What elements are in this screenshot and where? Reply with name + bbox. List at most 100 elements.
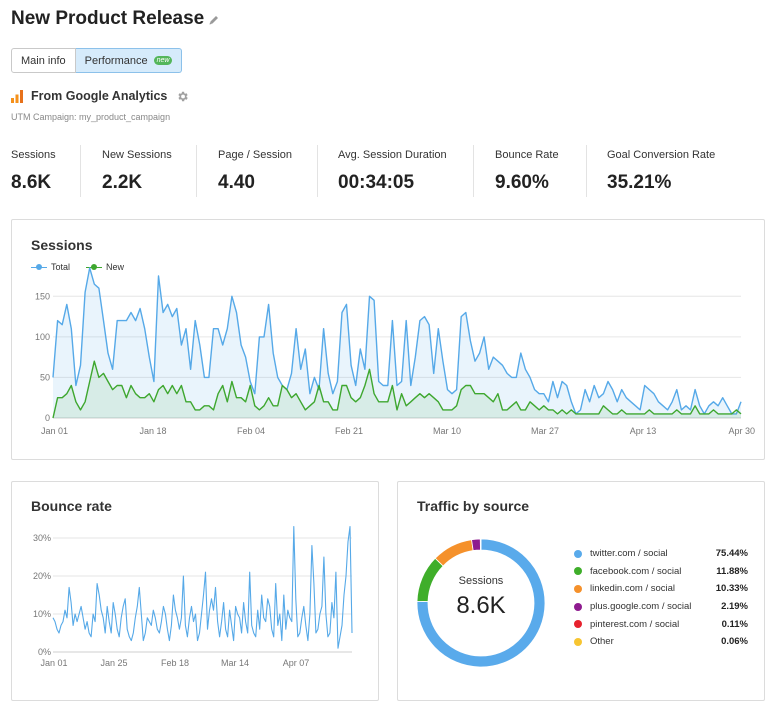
utm-campaign: UTM Campaign: my_product_campaign — [11, 112, 171, 122]
source-dot-icon — [574, 637, 582, 646]
x-tick-label: Jan 01 — [40, 658, 67, 668]
metric-label: Bounce Rate — [495, 149, 559, 161]
tab-bar: Main info Performance new — [11, 48, 183, 73]
source-name: facebook.com / social — [590, 565, 682, 577]
metric-value: 9.60% — [495, 172, 549, 193]
x-tick-label: Mar 27 — [531, 426, 559, 436]
y-tick-label: 0 — [45, 413, 50, 423]
series-line-total — [52, 267, 742, 415]
tab-performance[interactable]: Performance new — [75, 48, 183, 73]
metric-label: Goal Conversion Rate — [607, 149, 716, 161]
metric-value: 4.40 — [218, 172, 255, 193]
source-name: plus.google.com / social — [590, 601, 692, 613]
metric-sessions: Sessions 8.6K — [0, 140, 56, 202]
metric-value: 00:34:05 — [338, 172, 415, 193]
y-tick-label: 0% — [38, 647, 51, 657]
y-tick-label: 100 — [35, 332, 50, 342]
y-tick-label: 150 — [35, 291, 50, 301]
source-row[interactable]: pinterest.com / social 0.11% — [574, 615, 748, 633]
source-pct: 11.88% — [716, 565, 748, 577]
bounce-chart-title: Bounce rate — [31, 498, 112, 514]
x-tick-label: Jan 18 — [139, 426, 166, 436]
new-badge: new — [153, 56, 173, 65]
donut-slice — [434, 539, 474, 567]
sessions-legend: Total New — [31, 262, 124, 272]
metric-bounce-rate: Bounce Rate 9.60% — [484, 140, 559, 202]
bounce-card — [11, 481, 379, 701]
google-analytics-icon — [11, 89, 23, 103]
x-tick-label: Mar 14 — [221, 658, 249, 668]
sessions-chart-title: Sessions — [31, 237, 93, 253]
metric-avg-session-duration: Avg. Session Duration 00:34:05 — [327, 140, 447, 202]
source-pct: 10.33% — [715, 583, 748, 595]
legend-label: Total — [51, 262, 71, 272]
legend-label: New — [106, 262, 125, 272]
source-pct: 2.19% — [721, 601, 748, 613]
metrics-row: Sessions 8.6K New Sessions 2.2K Page / S… — [0, 140, 775, 202]
x-tick-label: Jan 01 — [41, 426, 68, 436]
y-tick-label: 30% — [33, 533, 51, 543]
traffic-source-list: twitter.com / social 75.44% facebook.com… — [574, 545, 748, 651]
divider — [473, 145, 474, 197]
source-dot-icon — [574, 584, 582, 593]
series-line-bounce-rate — [52, 526, 353, 649]
source-name: linkedin.com / social — [590, 583, 676, 595]
tab-label: Main info — [21, 54, 66, 67]
source-dot-icon — [574, 620, 582, 629]
source-name: Other — [590, 636, 614, 648]
legend-item-new[interactable]: New — [86, 262, 124, 272]
metric-label: Sessions — [11, 149, 56, 161]
x-tick-label: Mar 10 — [433, 426, 461, 436]
metric-label: Avg. Session Duration — [338, 149, 447, 161]
metric-value: 8.6K — [11, 172, 52, 193]
traffic-chart-title: Traffic by source — [417, 498, 530, 514]
legend-item-total[interactable]: Total — [31, 262, 70, 272]
y-tick-label: 10% — [33, 609, 51, 619]
metric-label: New Sessions — [102, 149, 172, 161]
source-row[interactable]: twitter.com / social 75.44% — [574, 545, 748, 563]
source-row[interactable]: facebook.com / social 11.88% — [574, 563, 748, 581]
source-pct: 75.44% — [715, 548, 748, 560]
divider — [80, 145, 81, 197]
x-tick-label: Feb 21 — [335, 426, 363, 436]
source-row[interactable]: plus.google.com / social 2.19% — [574, 598, 748, 616]
divider — [586, 145, 587, 197]
donut-center-label: Sessions — [458, 575, 504, 587]
legend-swatch — [86, 263, 103, 271]
donut-center-value: 8.6K — [456, 592, 506, 619]
divider — [317, 145, 318, 197]
pencil-icon[interactable] — [208, 14, 220, 26]
donut-slice — [471, 538, 481, 552]
metric-page-session: Page / Session 4.40 — [207, 140, 292, 202]
page-title: New Product Release — [11, 8, 205, 29]
gear-icon[interactable] — [176, 90, 189, 103]
series-line-new — [52, 360, 742, 419]
x-tick-label: Jan 25 — [100, 658, 127, 668]
metric-goal-conversion-rate: Goal Conversion Rate 35.21% — [596, 140, 715, 202]
divider — [196, 145, 197, 197]
area-total — [53, 267, 741, 418]
metric-value: 2.2K — [102, 172, 143, 193]
sessions-card — [11, 219, 765, 460]
x-tick-label: Apr 13 — [630, 426, 657, 436]
tab-main-info[interactable]: Main info — [11, 48, 76, 73]
source-name: twitter.com / social — [590, 548, 668, 560]
source-row[interactable]: Other 0.06% — [574, 633, 748, 651]
source-dot-icon — [574, 602, 582, 611]
source-pct: 0.11% — [721, 618, 748, 630]
y-tick-label: 50 — [40, 372, 50, 382]
analytics-title: From Google Analytics — [31, 89, 168, 103]
legend-swatch — [31, 263, 47, 271]
analytics-header: From Google Analytics — [11, 89, 189, 103]
source-row[interactable]: linkedin.com / social 10.33% — [574, 580, 748, 598]
metric-value: 35.21% — [607, 172, 672, 193]
x-tick-label: Apr 07 — [283, 658, 310, 668]
x-tick-label: Apr 30 — [728, 426, 755, 436]
x-tick-label: Feb 04 — [237, 426, 265, 436]
y-tick-label: 20% — [33, 571, 51, 581]
metric-label: Page / Session — [218, 149, 292, 161]
tab-label: Performance — [84, 54, 148, 67]
metric-new-sessions: New Sessions 2.2K — [91, 140, 172, 202]
